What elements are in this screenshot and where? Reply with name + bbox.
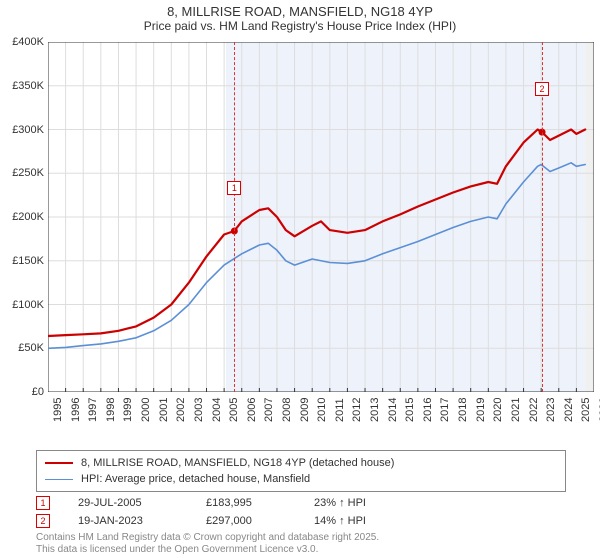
x-tick-label: 2014	[387, 398, 399, 422]
x-tick-label: 2017	[439, 398, 451, 422]
x-tick-label: 1995	[52, 398, 64, 422]
legend: 8, MILLRISE ROAD, MANSFIELD, NG18 4YP (d…	[36, 450, 566, 492]
title-line2: Price paid vs. HM Land Registry's House …	[0, 19, 600, 33]
event-date: 29-JUL-2005	[78, 497, 178, 509]
x-tick-label: 2009	[299, 398, 311, 422]
x-tick-label: 2003	[193, 398, 205, 422]
event-row: 2 19-JAN-2023 £297,000 14% ↑ HPI	[36, 512, 566, 530]
x-tick-label: 2001	[158, 398, 170, 422]
x-tick-label: 2012	[351, 398, 363, 422]
y-tick-label: £200K	[12, 211, 44, 223]
x-tick-label: 2000	[140, 398, 152, 422]
x-tick-label: 1999	[122, 398, 134, 422]
event-marker: 2	[535, 82, 549, 96]
x-tick-label: 2013	[369, 398, 381, 422]
x-tick-label: 1998	[105, 398, 117, 422]
event-date: 19-JAN-2023	[78, 515, 178, 527]
chart: £0£50K£100K£150K£200K£250K£300K£350K£400…	[6, 42, 594, 422]
x-tick-label: 2002	[175, 398, 187, 422]
x-tick-label: 2010	[316, 398, 328, 422]
x-tick-label: 2020	[492, 398, 504, 422]
legend-label: 8, MILLRISE ROAD, MANSFIELD, NG18 4YP (d…	[81, 455, 394, 471]
event-marker-box: 1	[36, 496, 50, 510]
legend-row: HPI: Average price, detached house, Mans…	[45, 471, 557, 487]
legend-swatch	[45, 479, 73, 480]
x-tick-label: 2011	[334, 398, 346, 422]
x-tick-label: 1997	[87, 398, 99, 422]
event-vline	[234, 42, 235, 392]
event-marker: 1	[227, 181, 241, 195]
x-tick-label: 2021	[510, 398, 522, 422]
x-tick-label: 2022	[528, 398, 540, 422]
event-price: £183,995	[206, 497, 286, 509]
x-axis: 1995 1996 1997 1998 1999 2000 2001 2002 2003 2004…	[48, 392, 594, 422]
y-tick-label: £300K	[12, 124, 44, 136]
x-tick-label: 1996	[70, 398, 82, 422]
y-tick-label: £50K	[18, 342, 44, 354]
x-tick-label: 2004	[211, 398, 223, 422]
title-line1: 8, MILLRISE ROAD, MANSFIELD, NG18 4YP	[0, 4, 600, 19]
y-tick-label: £400K	[12, 36, 44, 48]
events-table: 1 29-JUL-2005 £183,995 23% ↑ HPI 2 19-JAN-202…	[36, 494, 566, 530]
x-tick-label: 2008	[281, 398, 293, 422]
chart-svg	[48, 42, 594, 392]
x-tick-label: 2016	[422, 398, 434, 422]
x-tick-label: 2005	[228, 398, 240, 422]
y-axis: £0£50K£100K£150K£200K£250K£300K£350K£400…	[6, 42, 48, 392]
x-tick-label: 2025	[580, 398, 592, 422]
legend-row: 8, MILLRISE ROAD, MANSFIELD, NG18 4YP (d…	[45, 455, 557, 471]
y-tick-label: £350K	[12, 80, 44, 92]
x-tick-label: 2006	[246, 398, 258, 422]
x-tick-label: 2018	[457, 398, 469, 422]
x-tick-label: 2007	[263, 398, 275, 422]
y-tick-label: £100K	[12, 299, 44, 311]
chart-title-block: 8, MILLRISE ROAD, MANSFIELD, NG18 4YP Pr…	[0, 0, 600, 35]
footnote-line2: This data is licensed under the Open Gov…	[36, 544, 379, 556]
legend-label: HPI: Average price, detached house, Mans…	[81, 471, 310, 487]
event-marker-box: 2	[36, 514, 50, 528]
x-tick-label: 2019	[475, 398, 487, 422]
y-tick-label: £150K	[12, 255, 44, 267]
legend-swatch	[45, 462, 73, 464]
x-tick-label: 2024	[563, 398, 575, 422]
event-delta: 14% ↑ HPI	[314, 515, 404, 527]
plot-area: 12	[48, 42, 594, 392]
event-price: £297,000	[206, 515, 286, 527]
x-tick-label: 2015	[404, 398, 416, 422]
event-delta: 23% ↑ HPI	[314, 497, 404, 509]
footnote-line1: Contains HM Land Registry data © Crown c…	[36, 532, 379, 544]
y-tick-label: £0	[32, 386, 44, 398]
event-row: 1 29-JUL-2005 £183,995 23% ↑ HPI	[36, 494, 566, 512]
y-tick-label: £250K	[12, 167, 44, 179]
footnote: Contains HM Land Registry data © Crown c…	[36, 532, 379, 556]
x-tick-label: 2023	[545, 398, 557, 422]
